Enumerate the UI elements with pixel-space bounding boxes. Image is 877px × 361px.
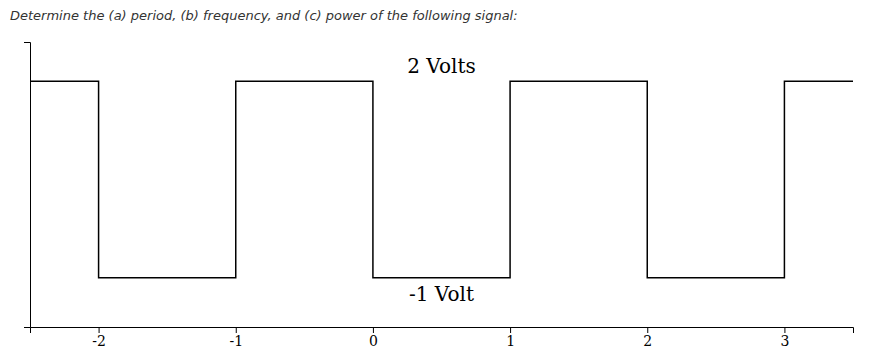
- signal-line: [30, 81, 853, 278]
- x-tick-label: 1: [506, 333, 515, 349]
- x-tick: 3: [780, 327, 789, 349]
- x-tick: 0: [369, 327, 378, 349]
- marks: [30, 81, 853, 278]
- x-tick-label: -2: [92, 333, 106, 349]
- title: Determine the (a) period, (b) frequency,…: [10, 8, 518, 23]
- x-tick: 2: [643, 327, 652, 349]
- x-tick-label: 3: [780, 333, 789, 349]
- y-axis: [24, 43, 31, 328]
- annotations: 2 Volts -1 Volt: [407, 54, 475, 306]
- chart: Determine the (a) period, (b) frequency,…: [0, 0, 877, 361]
- annotation: -1 Volt: [409, 282, 474, 306]
- x-axis-line: [31, 328, 854, 334]
- plot: -2 -1 0 1 2 3 2 Volts -1 Volt: [24, 43, 854, 349]
- x-tick-label: 2: [643, 333, 652, 349]
- x-tick: -2: [92, 327, 106, 349]
- x-tick-label: 0: [369, 333, 378, 349]
- x-axis: -2 -1 0 1 2 3: [31, 327, 854, 349]
- annotation: 2 Volts: [407, 54, 475, 78]
- x-tick-label: -1: [229, 333, 243, 349]
- y-axis-line: [24, 43, 31, 328]
- x-tick: -1: [229, 327, 243, 349]
- x-tick: 1: [506, 327, 515, 349]
